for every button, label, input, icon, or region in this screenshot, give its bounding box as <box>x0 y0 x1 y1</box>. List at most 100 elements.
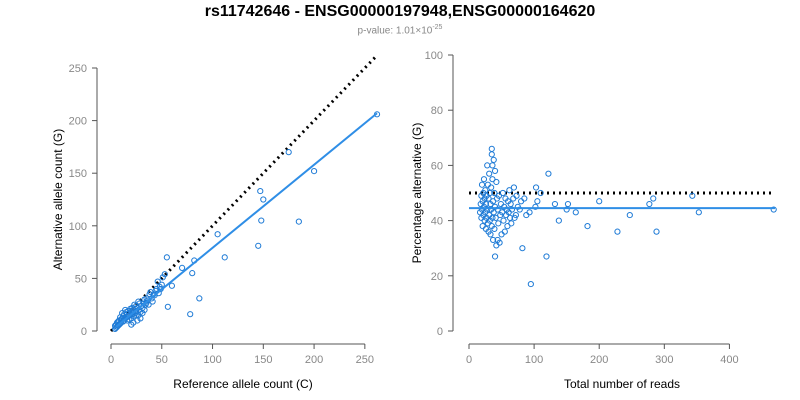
data-point <box>498 231 505 238</box>
x-tick-label: 150 <box>254 354 272 366</box>
data-point <box>532 203 539 210</box>
allele-count-panel: 0 50 100 150 200 250 0 50 100 150 200 250 Reference … <box>51 54 381 391</box>
x-tick-label: 100 <box>525 354 543 366</box>
x-tick-label: 200 <box>590 354 608 366</box>
data-point <box>488 184 495 191</box>
x-tick-label: 200 <box>305 354 323 366</box>
data-point <box>596 198 603 205</box>
data-point <box>584 223 591 230</box>
data-point <box>695 209 702 216</box>
p-value-subtitle: p-value: 1.01×10-25 <box>0 24 800 36</box>
y-tick-label: 150 <box>69 168 87 180</box>
x-tick-label: 300 <box>655 354 673 366</box>
data-point <box>551 200 559 208</box>
data-point <box>187 311 194 318</box>
data-point <box>478 181 486 188</box>
data-point <box>534 198 541 205</box>
data-point <box>489 176 496 183</box>
data-point <box>523 211 530 219</box>
data-point <box>650 195 657 202</box>
y-tick-label: 200 <box>69 116 87 128</box>
data-point <box>178 264 186 271</box>
data-point <box>519 245 526 252</box>
data-point <box>147 288 154 296</box>
data-point <box>257 187 264 195</box>
x-axis-label: Reference allele count (C) <box>173 377 312 391</box>
data-point <box>521 195 528 202</box>
data-point <box>555 217 562 224</box>
y-tick-label: 0 <box>81 326 87 338</box>
data-point <box>537 189 544 197</box>
y-tick-label: 20 <box>431 271 443 283</box>
data-point <box>477 200 484 208</box>
data-point <box>168 282 176 289</box>
data-point <box>489 162 496 169</box>
data-point <box>572 209 579 216</box>
p-value-text: p-value: 1.01×10 <box>357 25 433 37</box>
data-point <box>646 200 653 208</box>
data-point <box>511 214 518 221</box>
data-point <box>770 206 777 213</box>
reference-line <box>109 54 379 333</box>
data-point <box>196 295 203 302</box>
data-point <box>500 217 507 224</box>
data-point <box>545 170 552 177</box>
data-point <box>614 228 621 235</box>
data-point <box>517 198 525 205</box>
data-point <box>564 200 572 208</box>
x-tick-label: 250 <box>356 354 374 366</box>
data-point <box>502 195 509 202</box>
data-point <box>479 223 486 230</box>
p-value-exponent: -25 <box>432 24 443 31</box>
y-tick-label: 0 <box>437 326 443 338</box>
data-point <box>491 253 499 260</box>
x-tick-label: 0 <box>108 354 114 366</box>
data-point <box>532 184 540 191</box>
data-point <box>487 200 494 208</box>
data-point <box>563 206 570 213</box>
data-point <box>527 280 534 288</box>
data-point <box>189 270 196 277</box>
y-tick-label: 80 <box>431 105 443 117</box>
x-axis-label: Total number of reads <box>564 377 680 391</box>
y-tick-label: 100 <box>425 50 443 62</box>
data-point <box>488 151 495 158</box>
data-point <box>497 211 504 219</box>
data-point <box>478 192 485 199</box>
data-point <box>255 242 262 249</box>
data-point <box>492 214 499 221</box>
x-tick-label: 0 <box>466 354 472 366</box>
data-point <box>111 325 119 332</box>
data-point <box>689 192 696 199</box>
data-point <box>310 167 318 175</box>
y-tick-label: 40 <box>431 216 443 228</box>
data-point <box>128 321 135 328</box>
data-point <box>514 203 521 210</box>
y-tick-label: 60 <box>431 160 443 172</box>
data-point <box>506 187 513 194</box>
data-point <box>221 254 228 261</box>
y-tick-label: 100 <box>69 221 87 233</box>
data-point <box>478 214 485 221</box>
data-point <box>214 231 221 238</box>
chart-title: rs11742646 - ENSG00000197948,ENSG0000016… <box>204 3 596 20</box>
data-point <box>489 236 497 244</box>
data-point <box>159 274 166 281</box>
data-point <box>285 149 292 156</box>
data-point <box>504 223 511 230</box>
data-point <box>501 228 508 235</box>
data-point <box>480 176 488 183</box>
percentage-panel: 0 100 200 300 400 0 20 40 60 80 100 Total number of… <box>410 50 777 391</box>
data-point <box>476 209 484 216</box>
data-point <box>513 192 520 199</box>
data-point <box>154 278 161 285</box>
data-point <box>139 310 146 317</box>
x-tick-label: 400 <box>720 354 738 366</box>
data-point <box>510 195 517 202</box>
data-point <box>137 315 144 322</box>
x-tick-label: 50 <box>156 354 168 366</box>
y-tick-label: 50 <box>75 273 87 285</box>
data-point <box>295 218 302 225</box>
fit-line <box>115 112 378 328</box>
